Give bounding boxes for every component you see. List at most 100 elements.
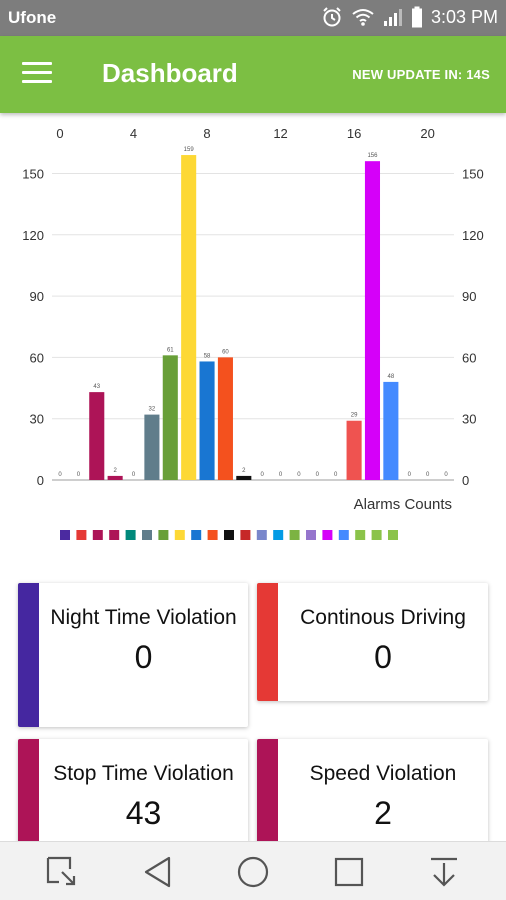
legend-swatch	[289, 530, 300, 540]
chart-bar	[217, 357, 233, 480]
legend-swatch	[142, 530, 152, 540]
page-title: Dashboard	[102, 58, 238, 88]
recent-screenshot-icon	[46, 856, 76, 886]
back-icon	[144, 856, 171, 888]
y-tick-label-left: 60	[30, 350, 44, 365]
y-tick-label-left: 150	[22, 166, 44, 181]
bar-value-label: 29	[351, 413, 358, 419]
y-tick-label-right: 150	[462, 166, 484, 181]
y-tick-label-right: 60	[462, 350, 476, 365]
legend-swatch	[76, 530, 87, 540]
violation-cards: Night Time Violation 0 Continous Driving…	[0, 563, 506, 841]
system-navigation-bar	[0, 841, 506, 900]
bar-value-label: 43	[93, 384, 100, 390]
chart-bar	[162, 355, 178, 480]
bar-value-label: 0	[132, 472, 136, 478]
bar-value-label: 0	[334, 472, 338, 478]
bar-value-label: 0	[426, 472, 430, 478]
hamburger-menu-button[interactable]	[22, 62, 52, 86]
x-tick-label: 8	[203, 126, 210, 141]
bar-value-label: 0	[444, 472, 448, 478]
bar-value-label: 0	[297, 472, 301, 478]
night-time-violation-card[interactable]: Night Time Violation 0	[18, 583, 248, 727]
overview-button[interactable]	[331, 854, 367, 890]
home-icon	[237, 856, 269, 888]
bar-value-label: 159	[184, 147, 195, 153]
legend-swatch	[355, 530, 366, 540]
bar-value-label: 48	[388, 374, 395, 380]
battery-icon	[411, 6, 422, 28]
legend-swatch	[174, 530, 185, 540]
card-value: 2	[374, 795, 392, 831]
x-tick-label: 0	[56, 126, 63, 141]
status-icons: 3:03 PM	[321, 6, 498, 28]
y-tick-label-left: 120	[22, 228, 44, 243]
bar-value-label: 0	[279, 472, 283, 478]
chart-bar	[383, 381, 399, 480]
chart-bar	[364, 161, 381, 481]
legend-swatch	[125, 530, 136, 540]
bar-value-label: 0	[408, 472, 412, 478]
back-button[interactable]	[140, 854, 176, 890]
app-bar: Dashboard NEW UPDATE IN: 14S	[0, 36, 506, 113]
y-tick-label-right: 90	[462, 289, 476, 304]
legend-swatch	[158, 530, 169, 540]
signal-icon	[383, 9, 402, 26]
card-value: 0	[134, 639, 153, 675]
bar-value-label: 2	[242, 468, 246, 474]
bar-value-label: 0	[77, 472, 81, 478]
status-bar: Ufone 3:03 PM	[0, 0, 506, 36]
legend-swatch	[60, 530, 70, 540]
bar-value-label: 58	[204, 353, 211, 359]
legend-swatch	[224, 530, 234, 540]
x-tick-label: 4	[130, 126, 137, 141]
stop-time-violation-card[interactable]: Stop Time Violation 43	[18, 739, 248, 841]
card-color-stripe	[18, 739, 39, 841]
x-tick-label: 12	[273, 126, 287, 141]
y-tick-label-right: 0	[462, 473, 469, 488]
series-label: Alarms Counts	[354, 496, 452, 513]
chart-bar	[181, 155, 197, 480]
notification-pull-icon	[431, 857, 457, 887]
card-value: 0	[374, 639, 392, 675]
y-tick-label-right: 30	[462, 412, 476, 427]
speed-violation-card[interactable]: Speed Violation 2	[257, 739, 488, 841]
legend-swatch	[207, 530, 218, 540]
legend-swatch	[273, 530, 284, 540]
legend-swatch	[388, 530, 398, 540]
y-tick-label-left: 90	[30, 289, 44, 304]
chart-bar	[346, 420, 362, 480]
x-tick-label: 20	[420, 126, 434, 141]
chart-bar	[144, 414, 160, 480]
card-value: 43	[125, 795, 162, 831]
y-tick-label-left: 0	[37, 473, 44, 488]
capture-button[interactable]	[44, 854, 80, 890]
legend-swatch	[306, 530, 316, 540]
legend-swatch	[240, 530, 251, 540]
legend-swatch	[256, 530, 267, 540]
carrier-name: Ufone	[8, 8, 57, 27]
legend-swatch	[191, 530, 202, 540]
legend-swatch	[92, 530, 103, 540]
home-button[interactable]	[235, 854, 271, 890]
status-time: 3:03 PM	[430, 6, 498, 27]
notification-pull-button[interactable]	[426, 854, 462, 890]
card-color-stripe	[18, 583, 39, 727]
bar-value-label: 2	[113, 468, 117, 474]
update-countdown: NEW UPDATE IN: 14S	[352, 67, 490, 82]
chart-bar	[89, 392, 105, 480]
legend-swatch	[338, 530, 349, 540]
wifi-icon	[352, 9, 374, 26]
card-color-stripe	[257, 583, 278, 701]
card-title: Stop Time Violation	[53, 762, 234, 785]
y-tick-label-right: 120	[462, 228, 484, 243]
bar-value-label: 60	[222, 349, 229, 355]
continous-driving-card[interactable]: Continous Driving 0	[257, 583, 488, 701]
bar-value-label: 61	[167, 347, 174, 353]
y-tick-label-left: 30	[30, 412, 44, 427]
overview-icon	[334, 857, 364, 887]
bar-value-label: 32	[149, 407, 156, 413]
x-tick-label: 16	[347, 126, 361, 141]
legend-swatch	[371, 530, 382, 540]
